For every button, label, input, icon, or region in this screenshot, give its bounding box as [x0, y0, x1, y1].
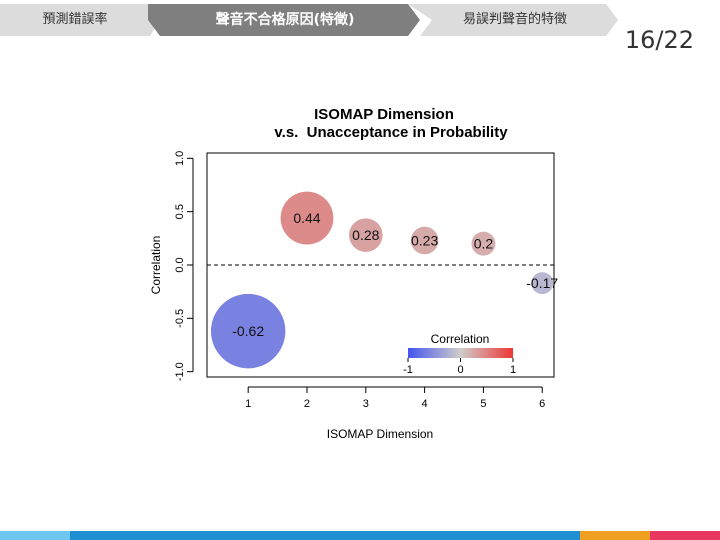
x-tick-label: 5 [480, 398, 486, 410]
bottom-bar-segment-pink [650, 531, 720, 540]
bubble-value-label: -0.62 [232, 323, 264, 339]
chart-container: ISOMAP Dimension v.s. Unacceptance in Pr… [140, 95, 580, 455]
legend-title: Correlation [431, 332, 490, 346]
x-tick-label: 6 [539, 398, 545, 410]
y-tick-label: 0.5 [174, 204, 186, 219]
legend-ticks: -1 0 1 [403, 358, 516, 376]
color-legend: Correlation -1 0 1 [403, 332, 516, 376]
breadcrumb-step-2-shape[interactable] [148, 4, 420, 36]
bubble-point [348, 218, 383, 252]
x-tick-label: 2 [304, 398, 310, 410]
bubble-point [531, 272, 554, 295]
breadcrumb-step-1-label[interactable]: 預測錯誤率 [42, 12, 108, 27]
y-axis-label: Correlation [149, 236, 163, 295]
bubble-point [471, 231, 496, 256]
breadcrumb-step-2-label[interactable]: 聲音不合格原因(特徵) [215, 12, 355, 28]
y-tick-label: -0.5 [174, 309, 186, 328]
y-tick-label: 1.0 [174, 151, 186, 166]
legend-tick-label: 1 [510, 364, 516, 376]
legend-color-bar [408, 348, 513, 358]
breadcrumb-step-1-shape[interactable] [0, 4, 160, 36]
bottom-bar-segment-light-blue [0, 531, 70, 540]
bubble-value-label: 0.23 [411, 232, 438, 248]
bottom-color-bar [0, 531, 720, 540]
bubble-point [210, 293, 286, 369]
bubble-point [280, 191, 334, 245]
x-tick-label: 1 [245, 398, 251, 410]
breadcrumb-step-3-label[interactable]: 易誤判聲音的特徵 [462, 12, 567, 27]
x-axis: 1 2 3 4 5 6 [245, 386, 545, 410]
page-number: 16/22 [624, 26, 694, 54]
correlation-bubble-chart: ISOMAP Dimension v.s. Unacceptance in Pr… [149, 106, 558, 441]
breadcrumb [0, 4, 618, 36]
bubble-layer: -0.62 0.44 0.28 0.23 0.2 -0.17 [210, 191, 558, 369]
bubble-value-label: 0.28 [352, 227, 379, 243]
y-tick-label: -1.0 [174, 362, 186, 381]
bubble-value-label: 0.2 [474, 236, 494, 252]
chart-title: ISOMAP Dimension [314, 106, 454, 123]
bottom-bar-segment-orange [580, 531, 650, 540]
x-tick-label: 4 [422, 398, 428, 410]
legend-tick-label: 0 [457, 364, 463, 376]
bubble-value-label: -0.17 [526, 275, 558, 291]
x-tick-label: 3 [363, 398, 369, 410]
y-tick-label: 0.0 [174, 257, 186, 272]
bubble-value-label: 0.44 [293, 210, 320, 226]
legend-tick-label: -1 [403, 364, 413, 376]
y-axis: -1.0 -0.5 0.0 0.5 1.0 [174, 151, 194, 381]
x-axis-label: ISOMAP Dimension [327, 427, 433, 441]
chart-subtitle: v.s. Unacceptance in Probability [274, 124, 508, 141]
breadcrumb-step-3-shape[interactable] [408, 4, 618, 36]
bottom-bar-segment-blue [70, 531, 580, 540]
bubble-point [410, 226, 439, 255]
